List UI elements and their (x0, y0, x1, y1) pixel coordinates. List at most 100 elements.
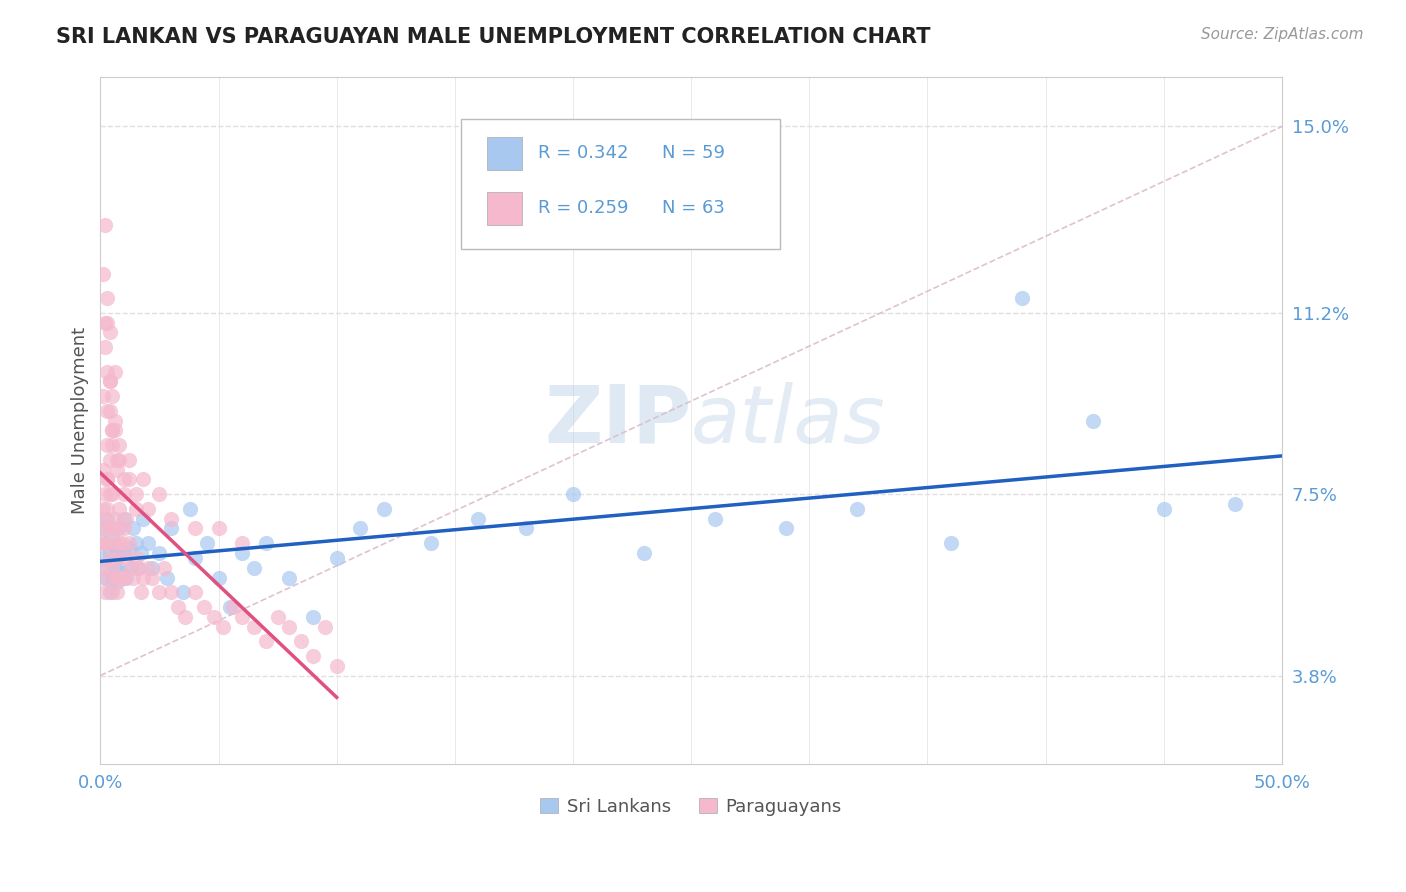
Point (91, 389, 114, 403)
Point (108, 453, 131, 467)
Point (91, 550, 114, 565)
Point (91, 267, 114, 281)
Text: R = 0.342: R = 0.342 (537, 144, 628, 162)
Point (101, 389, 124, 403)
Point (221, 599, 243, 614)
Point (101, 570, 124, 584)
Point (101, 438, 124, 452)
Point (278, 619, 301, 633)
Point (94, 570, 117, 584)
Point (105, 585, 128, 599)
Point (118, 453, 141, 467)
Point (122, 521, 145, 535)
Point (103, 570, 125, 584)
Text: N = 63: N = 63 (662, 199, 724, 217)
Point (174, 609, 197, 624)
Point (91, 560, 114, 574)
Point (96, 536, 118, 550)
Point (127, 560, 149, 574)
Point (193, 599, 215, 614)
Point (125, 487, 148, 501)
Point (155, 570, 177, 584)
Point (91, 521, 114, 535)
Point (98, 375, 121, 389)
Point (105, 550, 128, 565)
Point (231, 609, 253, 624)
Point (1223, 497, 1246, 511)
Legend: Sri Lankans, Paraguayans: Sri Lankans, Paraguayans (533, 791, 849, 823)
Point (105, 546, 128, 560)
Point (101, 521, 124, 535)
Point (703, 511, 725, 525)
Point (939, 536, 962, 550)
Point (132, 570, 155, 584)
Point (98, 404, 121, 418)
Point (633, 546, 655, 560)
Point (90, 536, 112, 550)
Text: ZIP: ZIP (544, 382, 692, 459)
Point (845, 501, 868, 516)
Point (108, 560, 131, 574)
Point (111, 570, 134, 584)
Point (103, 511, 125, 525)
Point (108, 536, 131, 550)
Point (103, 536, 125, 550)
Point (112, 511, 135, 525)
Point (254, 536, 277, 550)
Point (101, 585, 124, 599)
Point (96, 473, 118, 487)
Point (105, 521, 128, 535)
Point (212, 619, 235, 633)
Point (179, 501, 201, 516)
Point (266, 609, 288, 624)
Point (302, 609, 325, 624)
Point (132, 511, 155, 525)
Point (115, 550, 138, 565)
Point (105, 575, 128, 590)
Point (98, 550, 121, 565)
Point (112, 570, 135, 584)
Y-axis label: Male Unemployment: Male Unemployment (72, 327, 89, 514)
Point (96, 316, 118, 330)
Point (118, 541, 141, 555)
Point (254, 634, 277, 648)
Point (172, 585, 194, 599)
Point (98, 453, 121, 467)
FancyBboxPatch shape (461, 119, 780, 249)
Point (125, 550, 148, 565)
Point (111, 566, 134, 580)
Point (115, 511, 138, 525)
Point (148, 546, 170, 560)
Point (101, 487, 124, 501)
Point (94, 218, 117, 232)
Point (153, 560, 176, 574)
Point (120, 560, 142, 574)
Point (278, 570, 301, 584)
Point (94, 585, 117, 599)
Point (141, 570, 163, 584)
Point (98, 375, 121, 389)
Point (207, 570, 229, 584)
Point (103, 424, 125, 438)
Point (108, 438, 131, 452)
Point (515, 521, 537, 535)
Point (115, 570, 138, 584)
Point (103, 414, 125, 428)
Point (195, 536, 218, 550)
Point (122, 570, 145, 584)
FancyBboxPatch shape (486, 137, 522, 170)
Point (112, 521, 135, 535)
Point (98, 487, 121, 501)
Point (94, 340, 117, 354)
Point (231, 546, 253, 560)
Point (467, 511, 489, 525)
Point (290, 634, 312, 648)
Point (111, 536, 134, 550)
Point (98, 326, 121, 340)
Point (98, 521, 121, 535)
Point (129, 585, 152, 599)
Point (132, 473, 155, 487)
Text: R = 0.259: R = 0.259 (537, 199, 628, 217)
Point (243, 619, 266, 633)
Point (314, 619, 336, 633)
